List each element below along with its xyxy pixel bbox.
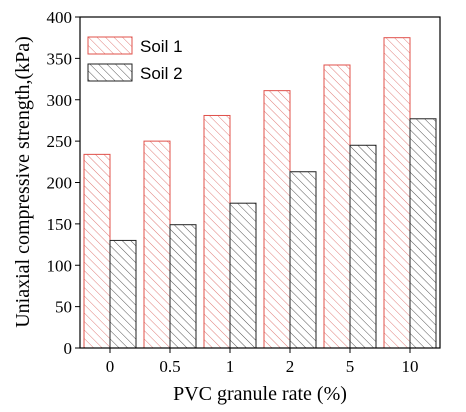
y-tick-label: 100 [47, 256, 73, 275]
x-ticks: 0 0.5 1 2 5 10 [106, 348, 419, 376]
y-ticks: 0 50 100 150 200 250 300 350 400 [47, 8, 80, 358]
x-tick-label: 10 [402, 357, 419, 376]
bar-soil-2-10 [409, 118, 437, 349]
x-tick-label: 2 [286, 357, 295, 376]
bar-soil-1-0.5 [143, 140, 171, 349]
plot-frame [79, 16, 441, 349]
bar-soil-1-10 [383, 37, 411, 349]
y-axis-title: Uniaxial compressive strength,(kPa) [12, 36, 34, 328]
y-tick-label: 250 [47, 132, 73, 151]
bar-soil-2-1 [229, 202, 257, 349]
legend-label-soil-1: Soil 1 [140, 37, 183, 56]
legend-swatch-soil-2 [87, 63, 133, 82]
y-tick-label: 50 [55, 298, 72, 317]
legend: Soil 1 Soil 2 [87, 36, 183, 83]
bars-layer [83, 37, 437, 349]
bar-soil-1-5 [323, 64, 351, 349]
x-tick-label: 1 [226, 357, 235, 376]
y-tick-label: 400 [47, 8, 73, 27]
bar-soil-2-0 [109, 239, 137, 349]
bar-soil-1-1 [203, 114, 231, 349]
bar-soil-2-5 [349, 144, 377, 349]
x-axis-title: PVC granule rate (%) [173, 383, 347, 405]
x-tick-label: 0.5 [159, 357, 180, 376]
legend-label-soil-2: Soil 2 [140, 64, 183, 83]
y-tick-label: 0 [64, 339, 73, 358]
x-tick-label: 0 [106, 357, 115, 376]
bar-soil-1-2 [263, 90, 291, 349]
legend-swatch-soil-1 [87, 36, 133, 55]
y-tick-label: 350 [47, 49, 73, 68]
x-tick-label: 5 [346, 357, 355, 376]
bar-soil-2-2 [289, 171, 317, 349]
y-tick-label: 200 [47, 174, 73, 193]
y-tick-label: 300 [47, 91, 73, 110]
bar-soil-2-0.5 [169, 224, 197, 349]
bar-soil-1-0 [83, 153, 111, 349]
y-tick-label: 150 [47, 215, 73, 234]
